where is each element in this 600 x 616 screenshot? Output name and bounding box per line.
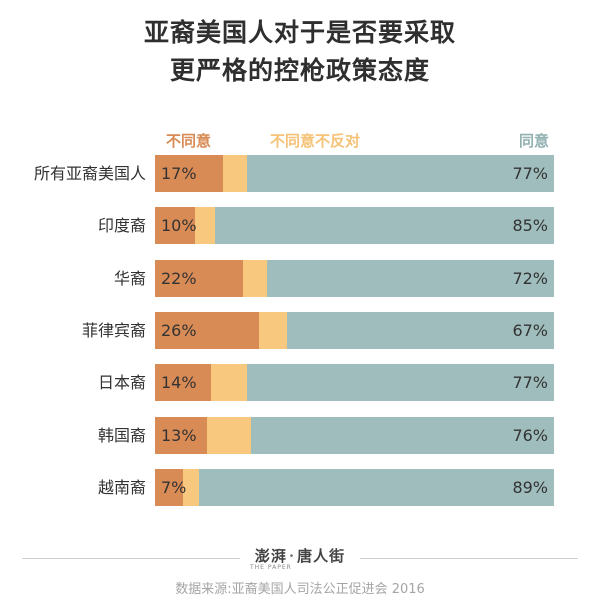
bar-segment-neutral — [194, 207, 215, 245]
bar-segment-agree — [246, 155, 554, 192]
value-label-agree: 77% — [512, 164, 548, 183]
chart-row: 华裔 22% 72% — [0, 259, 600, 297]
stacked-bar: 7% 89% — [155, 468, 554, 506]
value-label-agree: 67% — [512, 320, 548, 340]
bar-segment-disagree — [155, 364, 211, 402]
bar-segment-neutral — [182, 468, 199, 506]
bar-segment-agree — [214, 207, 554, 245]
logo-left-text: 澎湃 — [254, 547, 287, 565]
bar-segment-disagree — [155, 416, 207, 454]
bar-segment-disagree — [155, 155, 223, 192]
stacked-bar: 17% 77% — [155, 155, 554, 192]
logo-subtitle: THE PAPER — [250, 564, 292, 571]
category-label: 菲律宾裔 — [81, 320, 146, 340]
category-label: 所有亚裔美国人 — [33, 164, 146, 183]
bar-segment-agree — [250, 416, 554, 454]
value-label-disagree: 13% — [161, 425, 197, 445]
bar-segment-disagree — [155, 468, 183, 506]
stacked-bar: 26% 67% — [155, 311, 554, 349]
value-label-disagree: 17% — [161, 164, 197, 183]
logo-separator: · — [288, 547, 296, 565]
category-label: 华裔 — [113, 268, 146, 288]
bar-segment-agree — [198, 468, 554, 506]
legend-disagree: 不同意 — [166, 132, 212, 150]
legend-neutral: 不同意不反对 — [270, 132, 361, 150]
bar-segment-neutral — [242, 259, 267, 297]
chart-title: 亚裔美国人对于是否要采取 更严格的控枪政策态度 — [0, 14, 600, 90]
stacked-bar: 10% 85% — [155, 207, 554, 245]
stacked-bar: 22% 72% — [155, 259, 554, 297]
value-label-disagree: 14% — [161, 373, 197, 393]
value-label-agree: 76% — [512, 425, 548, 445]
value-label-agree: 77% — [512, 373, 548, 393]
value-label-disagree: 22% — [161, 268, 197, 288]
bar-segment-agree — [246, 364, 554, 402]
bar-segment-agree — [286, 311, 554, 349]
category-label: 印度裔 — [97, 216, 146, 236]
bar-segment-neutral — [206, 416, 251, 454]
category-label: 韩国裔 — [97, 425, 146, 445]
bar-segment-neutral — [222, 155, 247, 192]
chart-title-line-2: 更严格的控枪政策态度 — [169, 56, 430, 85]
bar-segment-disagree — [155, 259, 243, 297]
stacked-bar: 14% 77% — [155, 364, 554, 402]
chart-row: 菲律宾裔 26% 67% — [0, 311, 600, 349]
bar-segment-agree — [266, 259, 554, 297]
chart-row: 日本裔 14% 77% — [0, 364, 600, 402]
bar-segment-disagree — [155, 311, 259, 349]
category-label: 日本裔 — [97, 373, 146, 393]
bar-segment-disagree — [155, 207, 195, 245]
value-label-agree: 85% — [512, 216, 548, 236]
value-label-agree: 89% — [512, 477, 548, 497]
bar-segment-neutral — [258, 311, 287, 349]
value-label-disagree: 10% — [161, 216, 197, 236]
source-note: 数据来源:亚裔美国人司法公正促进会 2016 — [175, 582, 425, 597]
legend-agree: 同意 — [518, 132, 549, 150]
publisher-logo: 澎湃 · 唐人街 THE PAPER — [240, 541, 360, 573]
chart-title-line-1: 亚裔美国人对于是否要采取 — [143, 18, 456, 47]
stacked-bar: 13% 76% — [155, 416, 554, 454]
bar-segment-neutral — [210, 364, 247, 402]
chart-row: 印度裔 10% 85% — [0, 207, 600, 245]
chart-row: 越南裔 7% 89% — [0, 468, 600, 506]
value-label-agree: 72% — [512, 268, 548, 288]
value-label-disagree: 26% — [161, 320, 197, 340]
category-label: 越南裔 — [97, 477, 146, 497]
value-label-disagree: 7% — [161, 477, 187, 497]
logo-right-text: 唐人街 — [297, 547, 346, 565]
chart-row: 韩国裔 13% 76% — [0, 416, 600, 454]
chart-row: 所有亚裔美国人 17% 77% — [0, 155, 600, 192]
